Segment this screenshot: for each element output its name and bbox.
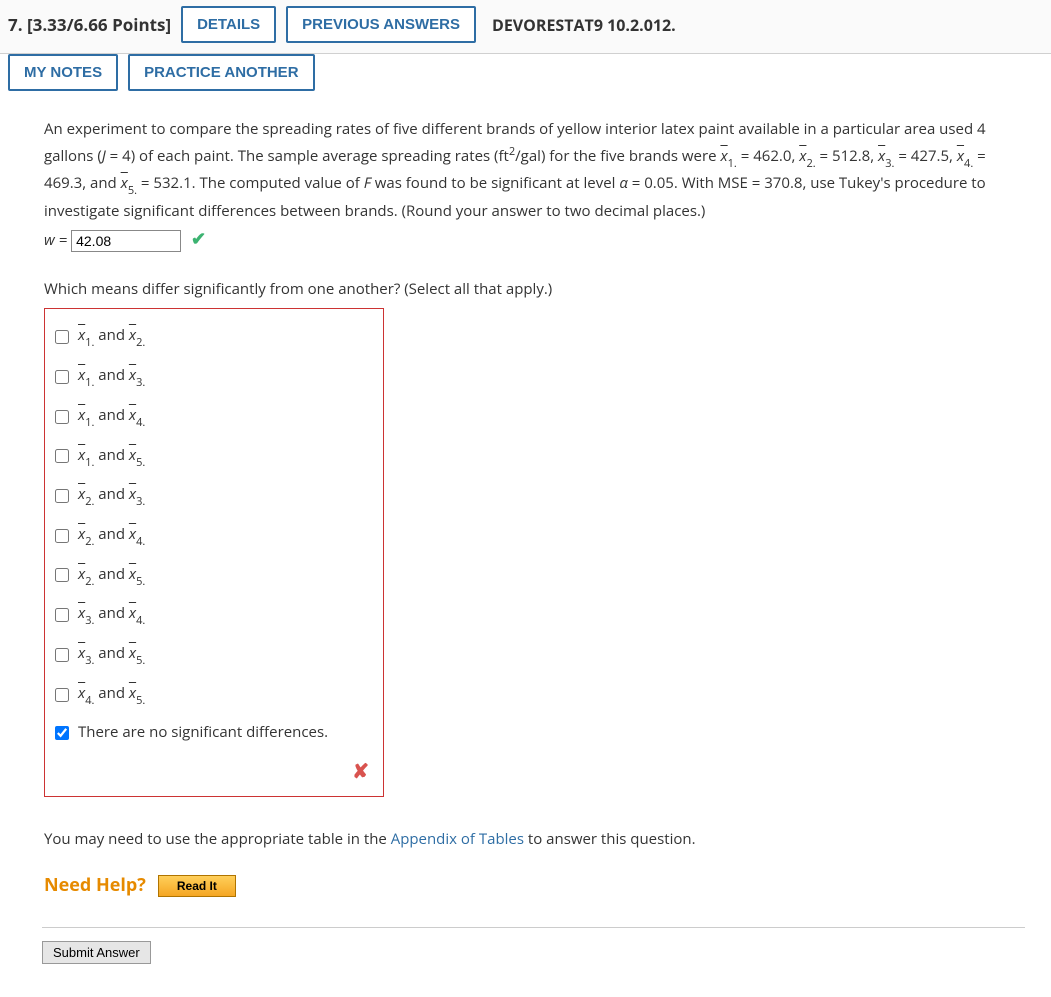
note-text: to answer this question. (524, 829, 696, 849)
choice-checkbox[interactable] (55, 410, 69, 424)
appendix-note: You may need to use the appropriate tabl… (44, 827, 1025, 853)
choices-container: x1. and x2. x1. and x3. x1. and x4. x1. and… (44, 308, 384, 796)
question-body: An experiment to compare the spreading r… (0, 103, 1051, 995)
choice-checkbox[interactable] (55, 529, 69, 543)
submit-answer-button[interactable]: Submit Answer (42, 941, 151, 964)
appendix-link[interactable]: Appendix of Tables (391, 829, 524, 849)
need-help-label: Need Help? (44, 870, 146, 901)
sub: 2. (806, 156, 815, 171)
read-it-button[interactable]: Read It (158, 875, 236, 897)
choice-row-x4-x5: x4. and x5. (55, 675, 373, 715)
question-header-row2: MY NOTES PRACTICE ANOTHER (0, 54, 1051, 103)
checkmark-icon: ✔ (191, 227, 206, 251)
prompt-text: = 4) of each paint. The sample average s… (106, 146, 509, 166)
var-alpha: α (619, 173, 628, 193)
note-text: You may need to use the appropriate tabl… (44, 829, 391, 849)
sub: 4. (964, 156, 973, 171)
prompt-text: = 462.0, (737, 146, 799, 166)
practice-another-button[interactable]: PRACTICE ANOTHER (128, 54, 314, 91)
subquestion-prompt: Which means differ significantly from on… (44, 277, 1025, 303)
w-input[interactable] (71, 230, 181, 252)
choice-checkbox[interactable] (55, 648, 69, 662)
choice-checkbox[interactable] (55, 330, 69, 344)
question-number-points: 7. [3.33/6.66 Points] (8, 13, 171, 36)
choice-label: x3. and x5. (78, 641, 145, 669)
details-button[interactable]: DETAILS (181, 6, 276, 43)
choice-checkbox-none[interactable] (55, 726, 69, 740)
sub: 3. (885, 156, 894, 171)
prompt-text: = 532.1. The computed value of (137, 173, 364, 193)
choice-row-x3-x5: x3. and x5. (55, 635, 373, 675)
w-label: w = (44, 230, 71, 250)
choice-row-x1-x3: x1. and x3. (55, 357, 373, 397)
choice-checkbox[interactable] (55, 568, 69, 582)
choice-label: x1. and x3. (78, 363, 145, 391)
choice-row-x2-x5: x2. and x5. (55, 556, 373, 596)
choice-row-x2-x4: x2. and x4. (55, 516, 373, 556)
choice-label: x2. and x4. (78, 522, 145, 550)
choice-label: x4. and x5. (78, 681, 145, 709)
xbar-5: x (121, 173, 128, 193)
choice-checkbox[interactable] (55, 608, 69, 622)
choice-label: x1. and x4. (78, 403, 145, 431)
choice-label: x2. and x3. (78, 482, 145, 510)
prompt-text: /gal) for the five brands were (515, 146, 720, 166)
question-source: DEVORESTAT9 10.2.012. (492, 14, 676, 36)
choice-label-none: There are no significant differences. (78, 720, 328, 746)
choice-row-x1-x2: x1. and x2. (55, 317, 373, 357)
prompt-text: = 512.8, (816, 146, 878, 166)
prompt-text: was found to be significant at level (371, 173, 619, 193)
choice-label: x3. and x4. (78, 601, 145, 629)
choice-row-x1-x5: x1. and x5. (55, 437, 373, 477)
choice-checkbox[interactable] (55, 370, 69, 384)
wrong-icon: ✘ (352, 757, 369, 784)
xbar-1: x (720, 146, 727, 166)
choice-row-x2-x3: x2. and x3. (55, 476, 373, 516)
choice-label: x2. and x5. (78, 562, 145, 590)
question-header: 7. [3.33/6.66 Points] DETAILS PREVIOUS A… (0, 0, 1051, 54)
my-notes-button[interactable]: MY NOTES (8, 54, 118, 91)
xbar-4: x (957, 146, 964, 166)
choice-row-x3-x4: x3. and x4. (55, 595, 373, 635)
choice-label: x1. and x2. (78, 323, 145, 351)
choice-row-none: There are no significant differences. (55, 714, 373, 752)
choice-checkbox[interactable] (55, 489, 69, 503)
choicebox-feedback: ✘ (55, 752, 373, 790)
choice-checkbox[interactable] (55, 688, 69, 702)
prompt-text: = 427.5, (894, 146, 956, 166)
submit-row: Submit Answer (42, 927, 1025, 966)
sub: 5. (128, 183, 137, 198)
choice-checkbox[interactable] (55, 449, 69, 463)
var-F: F (364, 173, 371, 193)
previous-answers-button[interactable]: PREVIOUS ANSWERS (286, 6, 476, 43)
need-help-row: Need Help? Read It (44, 870, 1025, 901)
question-prompt: An experiment to compare the spreading r… (44, 117, 1025, 255)
choice-row-x1-x4: x1. and x4. (55, 397, 373, 437)
choice-label: x1. and x5. (78, 443, 145, 471)
sub: 1. (728, 156, 737, 171)
